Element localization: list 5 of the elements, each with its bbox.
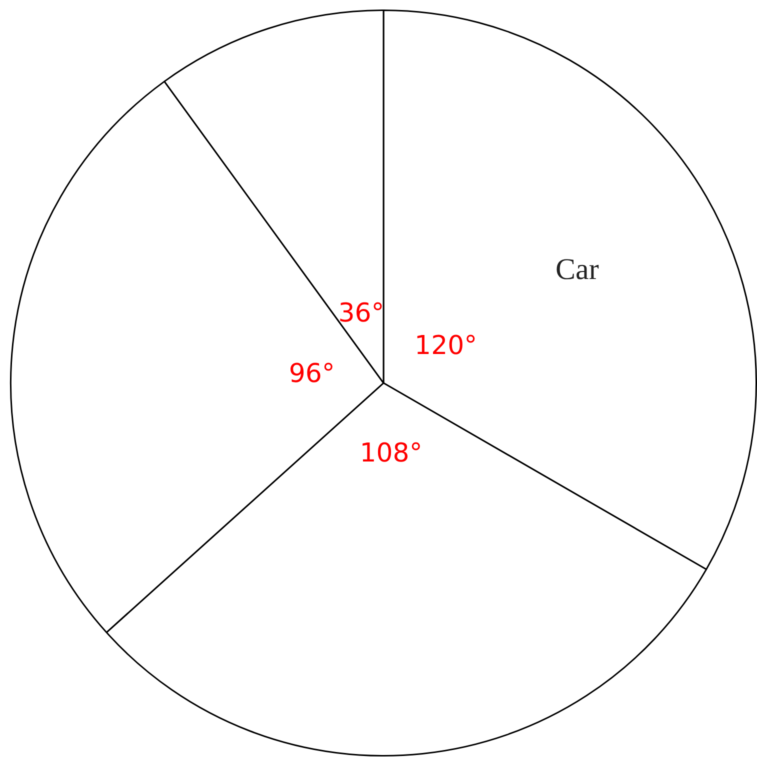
data-label: 96° [288, 359, 335, 390]
data-label: 120° [414, 330, 478, 361]
data-label: 108° [360, 438, 422, 468]
slice-label: Car [556, 253, 599, 286]
data-label: 36° [338, 298, 384, 328]
